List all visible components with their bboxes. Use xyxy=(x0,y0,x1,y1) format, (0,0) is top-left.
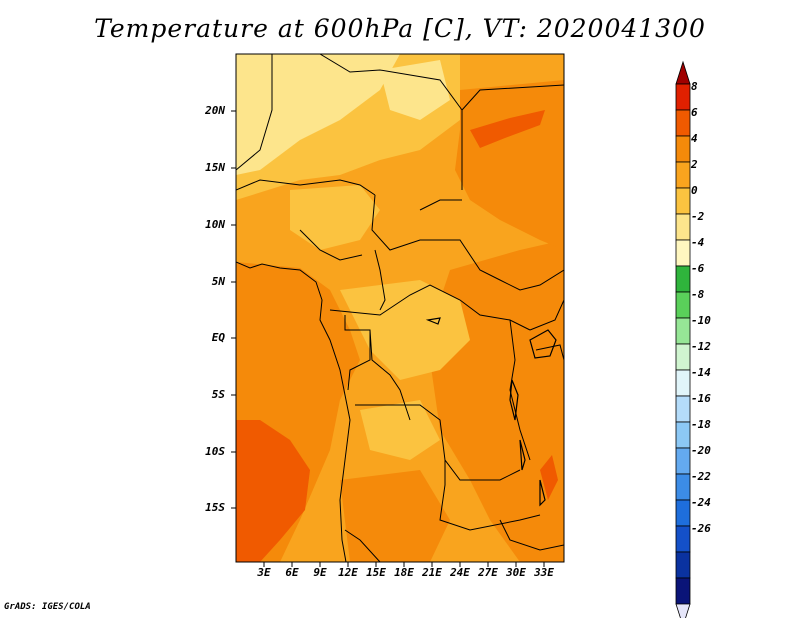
lat-label: 20N xyxy=(205,104,225,117)
colorbar-label: -14 xyxy=(691,366,711,379)
colorbar-label: -24 xyxy=(691,496,711,509)
lat-label: 10N xyxy=(205,218,225,231)
temperature-field xyxy=(236,54,564,562)
lon-label: 30E xyxy=(506,566,526,579)
lakes xyxy=(425,317,557,507)
lon-label: 3E xyxy=(257,566,271,579)
colorbar-swatch xyxy=(675,551,691,579)
lon-label: 12E xyxy=(338,566,358,579)
colorbar-swatch xyxy=(675,83,691,111)
lon-label: 6E xyxy=(285,566,299,579)
colorbar-swatch xyxy=(675,317,691,345)
colorbar-swatch xyxy=(675,473,691,501)
colorbar-swatch xyxy=(675,213,691,241)
axis-ticks xyxy=(231,110,545,567)
colorbar-label: -16 xyxy=(691,392,711,405)
map-frame xyxy=(235,53,565,563)
colorbar-label: 8 xyxy=(691,80,698,93)
colorbar-swatch xyxy=(675,109,691,137)
colorbar-swatch xyxy=(675,525,691,553)
colorbar-label: -8 xyxy=(691,288,705,301)
colorbar-swatch xyxy=(675,265,691,293)
colorbar-bottom-arrow xyxy=(675,603,691,618)
colorbar-label: 4 xyxy=(691,132,698,145)
country-borders xyxy=(236,54,564,562)
colorbar-swatch xyxy=(675,135,691,163)
colorbar-label: 0 xyxy=(691,184,698,197)
colorbar-label: -2 xyxy=(691,210,705,223)
colorbar-label: -12 xyxy=(691,340,711,353)
colorbar-top-arrow xyxy=(675,60,691,85)
lon-label: 18E xyxy=(394,566,414,579)
lon-label: 15E xyxy=(366,566,386,579)
colorbar-label: -22 xyxy=(691,470,711,483)
lon-label: 27E xyxy=(478,566,498,579)
grads-footer: GrADS: IGES/COLA xyxy=(4,602,91,612)
colorbar-swatch xyxy=(675,343,691,371)
colorbar-label: 2 xyxy=(691,158,698,171)
colorbar-label: 6 xyxy=(691,106,698,119)
colorbar-label: -18 xyxy=(691,418,711,431)
lon-label: 24E xyxy=(450,566,470,579)
colorbar-label: -20 xyxy=(691,444,711,457)
map-title: Temperature at 600hPa [C], VT: 202004130… xyxy=(94,14,706,43)
colorbar-swatch xyxy=(675,187,691,215)
colorbar-swatch xyxy=(675,161,691,189)
colorbar-swatch xyxy=(675,395,691,423)
colorbar-swatch xyxy=(675,577,691,605)
lat-label: 10S xyxy=(205,445,225,458)
lat-label: 5N xyxy=(211,275,225,288)
lon-label: 33E xyxy=(534,566,554,579)
lat-label: EQ xyxy=(211,331,225,344)
colorbar-swatch xyxy=(675,291,691,319)
lon-label: 21E xyxy=(422,566,442,579)
colorbar xyxy=(675,60,691,618)
colorbar-label: -6 xyxy=(691,262,705,275)
colorbar-label: -10 xyxy=(691,314,711,327)
colorbar-swatch xyxy=(675,421,691,449)
lon-label: 9E xyxy=(313,566,327,579)
lat-label: 15S xyxy=(205,501,225,514)
colorbar-swatch xyxy=(675,499,691,527)
lat-label: 15N xyxy=(205,161,225,174)
lat-label: 5S xyxy=(211,388,225,401)
colorbar-swatch xyxy=(675,239,691,267)
colorbar-label: -4 xyxy=(691,236,705,249)
colorbar-label: -26 xyxy=(691,522,711,535)
colorbar-swatch xyxy=(675,369,691,397)
colorbar-swatch xyxy=(675,447,691,475)
